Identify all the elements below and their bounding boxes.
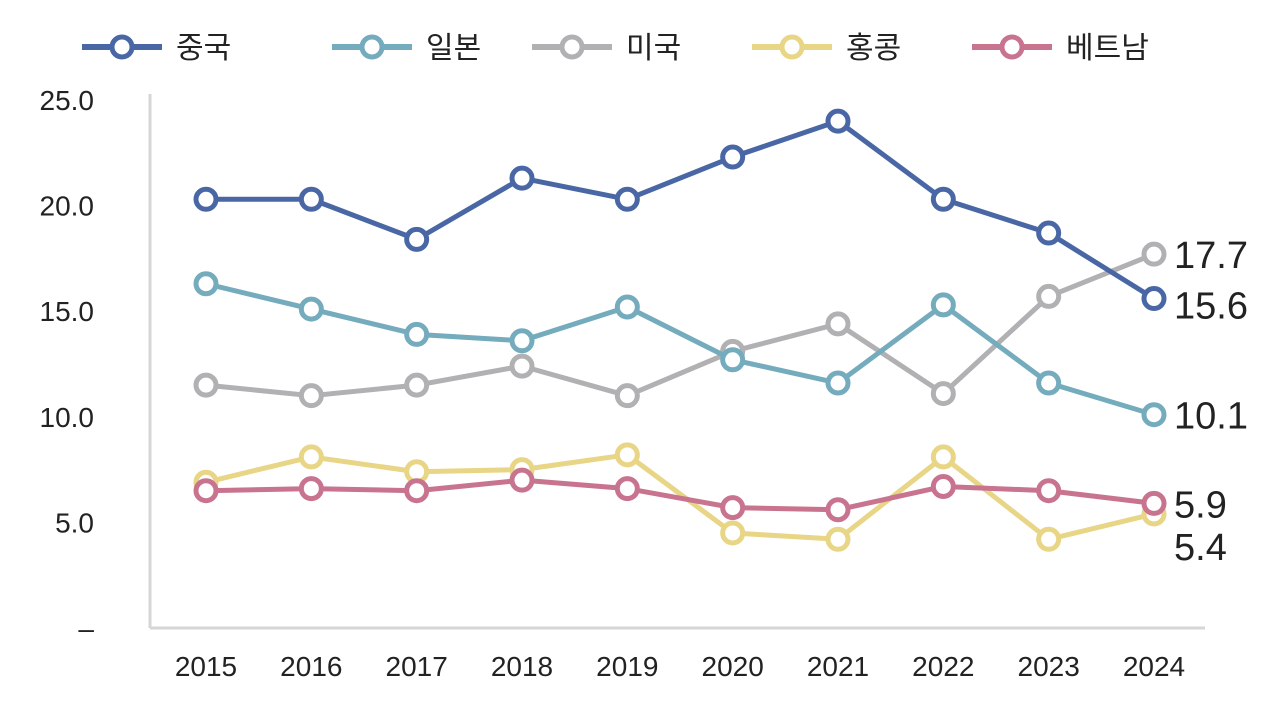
series [193,442,1167,552]
data-point [1141,402,1167,428]
legend-marker [359,34,385,60]
data-point [930,444,956,470]
end-labels: 15.6 10.1 17.7 5.45.9 [1174,235,1248,569]
data-point [1036,526,1062,552]
legend-marker [779,34,805,60]
data-point [825,370,851,396]
legend-item: 베트남 [972,31,1149,66]
series-line [206,118,1156,301]
legend-label: 홍콩 [846,31,901,66]
end-value-label: 10.1 [1174,396,1248,438]
series [193,467,1167,523]
x-tick-label: 2016 [280,651,342,682]
data-point [1141,241,1167,267]
data-point [298,296,324,322]
data-point [930,292,956,318]
axes [148,94,1205,630]
data-point [930,186,956,212]
data-point [720,347,746,373]
end-value-label: 15.6 [1174,286,1248,328]
x-tick-label: 2021 [807,651,869,682]
x-tick-labels: 2015 2016 2017 2018 2019 2020 2021 2022 2023 2024 [175,651,1185,682]
series-line [205,281,1155,418]
x-tick-label: 2022 [912,651,974,682]
data-point [930,473,956,499]
data-point [404,372,430,398]
legend-label: 미국 [626,31,681,66]
series-line [205,477,1155,513]
data-point [614,186,640,212]
x-tick-label: 2019 [596,651,658,682]
legend-marker [999,34,1025,60]
data-point [1036,370,1062,396]
data-point [720,520,746,546]
x-tick-label: 2017 [386,651,448,682]
data-point [509,353,535,379]
data-point [298,444,324,470]
data-point [1036,478,1062,504]
data-point [614,294,640,320]
data-point [825,497,851,523]
data-point [193,271,219,297]
x-tick-label: 2023 [1018,651,1080,682]
series [193,108,1167,312]
data-point [1036,220,1062,246]
data-point [298,186,324,212]
x-tick-label: 2015 [175,651,237,682]
end-value-label: 17.7 [1174,235,1248,277]
y-tick-label: – [78,613,94,644]
y-tick-label: 5.0 [55,507,94,538]
data-point [1141,286,1167,312]
legend-item: 홍콩 [752,31,901,66]
y-tick-labels: 25.0 20.0 15.0 10.0 5.0 – [40,85,95,644]
x-tick-label: 2024 [1123,651,1185,682]
data-point [614,476,640,502]
data-point [404,226,430,252]
data-point [298,383,324,409]
data-point [614,383,640,409]
data-point [509,328,535,354]
data-point [193,186,219,212]
data-point [614,442,640,468]
data-point [193,478,219,504]
data-point [404,321,430,347]
data-point [930,381,956,407]
series-line [205,452,1155,542]
legend-item: 미국 [532,31,681,66]
y-tick-label: 25.0 [40,85,95,116]
legend: 중국 일본 미국 홍콩 베트남 [82,31,1149,66]
data-point [720,495,746,521]
legend-item: 중국 [82,31,231,66]
data-point [298,476,324,502]
data-point [193,372,219,398]
series-group [193,108,1167,552]
legend-marker [559,34,585,60]
y-tick-label: 15.0 [40,296,95,327]
legend-label: 일본 [426,31,481,66]
y-tick-label: 20.0 [40,191,95,222]
data-point [404,478,430,504]
y-tick-label: 10.0 [40,402,95,433]
legend-label: 중국 [176,31,231,66]
legend-marker [109,34,135,60]
data-point [509,467,535,493]
legend-label: 베트남 [1066,31,1149,66]
data-point [825,108,851,134]
legend-item: 일본 [332,31,481,66]
end-value-label: 5.4 [1174,527,1227,569]
x-tick-label: 2018 [491,651,553,682]
data-point [1141,490,1167,516]
data-point [1036,283,1062,309]
data-point [509,165,535,191]
series [193,241,1167,409]
data-point [720,144,746,170]
series [193,271,1167,428]
data-point [825,311,851,337]
data-point [825,526,851,552]
series-line [205,251,1155,399]
x-tick-label: 2020 [702,651,764,682]
end-value-label: 5.9 [1174,484,1227,526]
